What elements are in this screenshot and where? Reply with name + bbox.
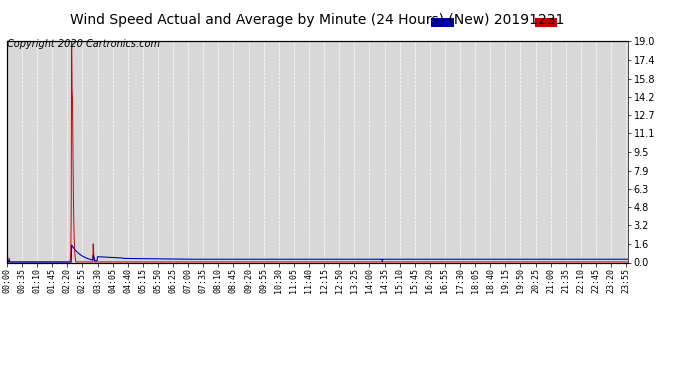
Text: Copyright 2020 Cartronics.com: Copyright 2020 Cartronics.com [7,39,160,50]
Legend: Average (mph), Wind  (mph): Average (mph), Wind (mph) [431,17,623,28]
Text: Wind Speed Actual and Average by Minute (24 Hours) (New) 20191231: Wind Speed Actual and Average by Minute … [70,13,564,27]
